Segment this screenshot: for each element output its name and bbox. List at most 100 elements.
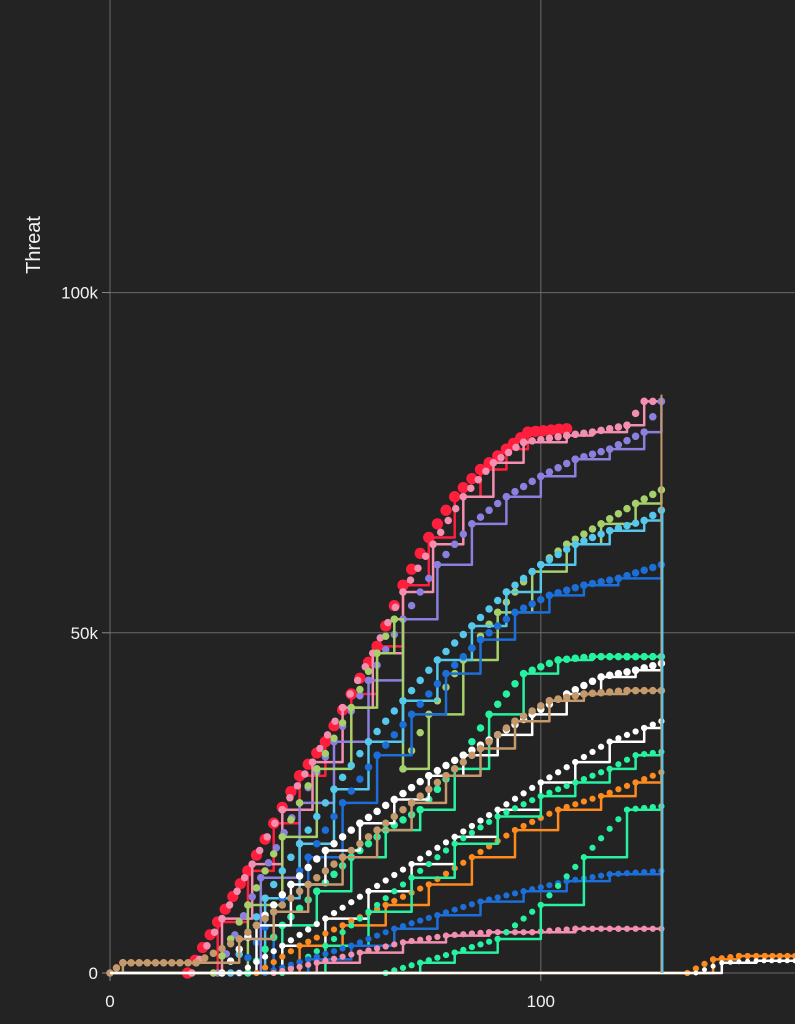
data-point — [321, 799, 330, 807]
data-point — [580, 530, 588, 538]
data-point — [494, 806, 501, 813]
data-point — [563, 877, 570, 885]
data-point — [649, 661, 657, 670]
data-point — [434, 912, 441, 919]
data-point — [313, 855, 321, 863]
data-point — [381, 801, 390, 810]
data-point — [563, 764, 570, 771]
data-point — [615, 761, 622, 768]
data-point — [468, 854, 476, 861]
data-point — [322, 915, 329, 922]
data-point — [777, 958, 782, 964]
data-point — [623, 652, 631, 661]
series-0 — [110, 423, 573, 979]
data-point — [399, 789, 407, 798]
data-point — [528, 567, 536, 576]
data-point — [623, 782, 631, 790]
data-point — [474, 475, 483, 484]
data-point — [614, 423, 623, 431]
data-point — [287, 937, 295, 944]
data-point — [442, 909, 450, 916]
data-point — [615, 816, 622, 823]
data-point — [330, 785, 338, 794]
data-point — [520, 915, 527, 922]
data-point — [563, 873, 570, 880]
data-point — [203, 942, 211, 950]
data-point — [373, 727, 381, 736]
data-point — [364, 763, 373, 771]
data-point — [442, 951, 450, 959]
data-point — [640, 495, 648, 503]
data-point — [407, 799, 416, 807]
data-point — [338, 773, 347, 782]
data-point — [588, 428, 597, 436]
data-point — [416, 700, 424, 708]
data-point — [477, 848, 484, 856]
data-point — [295, 904, 304, 913]
data-point — [784, 952, 791, 960]
data-point — [641, 868, 648, 876]
data-point — [511, 680, 519, 688]
data-point — [597, 688, 605, 697]
data-point — [554, 806, 562, 813]
data-point — [485, 710, 493, 719]
data-point — [433, 560, 442, 569]
data-point — [425, 957, 432, 964]
data-point — [321, 846, 330, 855]
data-point — [459, 530, 468, 538]
data-point — [425, 860, 432, 868]
data-point — [511, 795, 519, 802]
data-point — [623, 436, 631, 445]
data-point — [381, 632, 390, 640]
data-point — [450, 639, 459, 647]
data-point — [313, 934, 320, 941]
data-point — [431, 518, 444, 530]
data-point — [459, 630, 468, 639]
data-point — [218, 944, 226, 953]
data-point — [390, 812, 399, 821]
data-point — [278, 805, 287, 814]
data-point — [546, 882, 553, 889]
data-point — [210, 928, 219, 936]
series-14 — [110, 803, 665, 977]
data-point — [468, 737, 476, 746]
data-point — [373, 649, 381, 657]
series-line — [110, 772, 663, 975]
data-point — [451, 931, 458, 939]
data-point — [313, 765, 321, 773]
series-group — [106, 394, 795, 979]
data-point — [272, 844, 281, 852]
series-9 — [110, 718, 665, 977]
data-point — [519, 604, 528, 612]
data-point — [614, 652, 623, 661]
series-line — [110, 806, 663, 975]
data-point — [225, 901, 234, 909]
data-point — [563, 782, 570, 790]
data-point — [252, 913, 261, 921]
data-point — [365, 908, 372, 915]
data-point — [489, 458, 498, 467]
data-point — [433, 778, 442, 787]
data-point — [520, 929, 527, 936]
data-point — [580, 798, 588, 805]
data-point — [399, 939, 407, 946]
data-point — [649, 397, 657, 406]
data-point — [727, 959, 733, 965]
data-point — [494, 813, 501, 820]
data-point — [331, 717, 339, 725]
data-point — [399, 866, 407, 873]
data-point — [269, 880, 278, 889]
data-point — [597, 447, 605, 456]
data-point — [330, 734, 338, 743]
data-point — [537, 901, 544, 909]
data-point — [460, 835, 467, 842]
data-point — [597, 872, 605, 879]
data-point — [623, 504, 631, 513]
data-point — [381, 646, 390, 654]
data-point — [286, 794, 294, 802]
data-point — [287, 880, 295, 889]
series-8 — [106, 686, 666, 977]
data-point — [485, 929, 493, 936]
data-point — [605, 424, 614, 433]
data-point — [127, 959, 135, 967]
